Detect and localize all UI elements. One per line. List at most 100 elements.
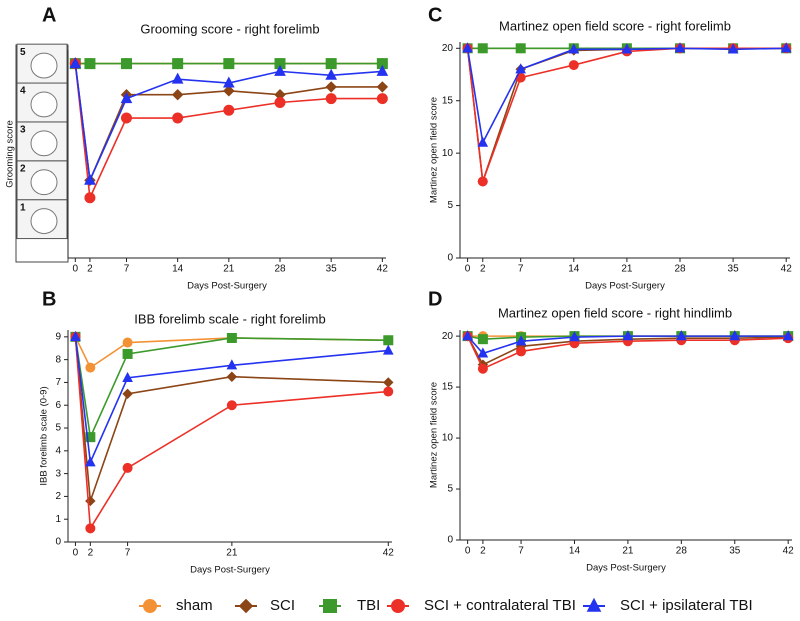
- marker: [122, 337, 133, 348]
- legend: sham SCI TBI SCI + contralateral TBI SCI + i…: [139, 597, 753, 614]
- marker: [383, 386, 394, 397]
- marker: [222, 76, 235, 88]
- marker: [69, 57, 82, 69]
- marker: [477, 176, 488, 187]
- y-tick-label: 0: [55, 537, 61, 548]
- chart-title: Martinez open field score - right hindli…: [498, 305, 732, 320]
- y-tick-label: 15: [442, 95, 454, 106]
- x-tick-label: 2: [88, 548, 94, 559]
- y-tick-label: 4: [20, 86, 26, 97]
- x-axis-label: Days Post-Surgery: [586, 563, 666, 574]
- x-axis-label: Days Post-Surgery: [190, 565, 270, 576]
- marker: [120, 92, 133, 104]
- legend-label: SCI + contralateral TBI: [424, 597, 576, 614]
- y-tick-label: 9: [55, 331, 61, 342]
- marker: [622, 330, 634, 341]
- marker: [568, 60, 579, 71]
- y-tick-label: 2: [20, 163, 26, 174]
- marker: [568, 43, 580, 54]
- marker: [376, 93, 388, 105]
- marker: [325, 81, 337, 93]
- y-axis-label: Martinez open field score: [429, 97, 440, 203]
- marker: [171, 72, 184, 84]
- panel-letter: D: [428, 288, 442, 310]
- x-tick-label: 7: [124, 264, 130, 275]
- y-tick-label: 20: [442, 331, 454, 342]
- chart-panel: C Martinez open field score - right forel…: [428, 4, 792, 291]
- marker: [462, 42, 473, 53]
- x-tick-label: 0: [465, 264, 471, 275]
- x-tick-label: 28: [674, 264, 686, 275]
- x-tick-label: 42: [781, 264, 793, 275]
- mouse-sketch: [30, 208, 58, 235]
- marker: [382, 344, 394, 355]
- legend-label: SCI: [270, 597, 295, 614]
- legend-label: TBI: [357, 597, 380, 614]
- marker: [85, 523, 96, 534]
- marker: [226, 332, 237, 343]
- x-tick-label: 35: [326, 264, 338, 275]
- marker: [621, 43, 633, 54]
- marker: [477, 347, 489, 358]
- x-tick-label: 42: [377, 264, 389, 275]
- series-line: [74, 63, 383, 184]
- series-line: [466, 47, 787, 146]
- panel-letter: C: [428, 4, 442, 26]
- marker: [383, 335, 394, 346]
- mouse-sketch: [30, 52, 58, 79]
- y-tick-label: 5: [55, 423, 61, 434]
- marker: [477, 136, 489, 147]
- x-tick-label: 42: [783, 546, 795, 557]
- marker: [122, 371, 133, 382]
- marker: [674, 42, 686, 53]
- series-line: [467, 335, 789, 355]
- y-tick-label: 20: [442, 43, 454, 54]
- marker: [122, 348, 133, 359]
- marker: [477, 43, 488, 54]
- legend-marker: [238, 598, 254, 614]
- y-tick-label: 0: [447, 535, 453, 546]
- y-tick-label: 5: [447, 484, 453, 495]
- marker: [171, 89, 184, 101]
- marker: [376, 81, 389, 93]
- marker: [85, 456, 96, 467]
- x-tick-label: 21: [622, 546, 634, 557]
- marker: [120, 58, 132, 70]
- mouse-sketch: [30, 91, 58, 118]
- series-line: [466, 335, 789, 370]
- x-axis-label: Days Post-Surgery: [187, 281, 267, 292]
- x-tick-label: 0: [465, 546, 471, 557]
- marker: [516, 346, 527, 357]
- y-tick-label: 5: [20, 47, 26, 58]
- panel-letter: B: [42, 288, 56, 310]
- y-tick-label: 7: [55, 377, 61, 388]
- y-axis-label: IBB forelimb scale (0-9): [39, 386, 50, 485]
- chart-title: Martinez open field score - right foreli…: [499, 18, 731, 33]
- marker: [782, 330, 794, 341]
- y-tick-label: 8: [55, 354, 61, 365]
- marker: [477, 334, 488, 345]
- x-tick-label: 35: [728, 264, 740, 275]
- x-tick-label: 2: [480, 264, 486, 275]
- marker: [676, 330, 687, 341]
- series-line: [466, 47, 787, 182]
- chart-title: IBB forelimb scale - right forelimb: [134, 311, 325, 326]
- x-tick-label: 14: [569, 546, 581, 557]
- marker: [274, 96, 286, 108]
- y-axis-label: Grooming score: [5, 120, 16, 188]
- marker: [274, 64, 286, 76]
- series-line: [74, 63, 383, 201]
- x-axis-label: Days Post-Surgery: [585, 281, 665, 292]
- marker: [325, 68, 338, 80]
- series-line: [466, 335, 789, 366]
- marker: [325, 93, 337, 105]
- marker: [226, 400, 237, 411]
- chart-panel: D Martinez open field score - right hindl…: [428, 288, 794, 573]
- marker: [223, 58, 235, 70]
- marker: [515, 43, 526, 54]
- x-tick-label: 0: [73, 548, 79, 559]
- legend-label: sham: [176, 597, 213, 614]
- x-tick-label: 14: [568, 264, 580, 275]
- y-tick-label: 1: [55, 514, 61, 525]
